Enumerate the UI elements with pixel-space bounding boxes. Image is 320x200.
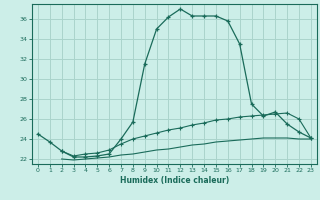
X-axis label: Humidex (Indice chaleur): Humidex (Indice chaleur) [120, 176, 229, 185]
